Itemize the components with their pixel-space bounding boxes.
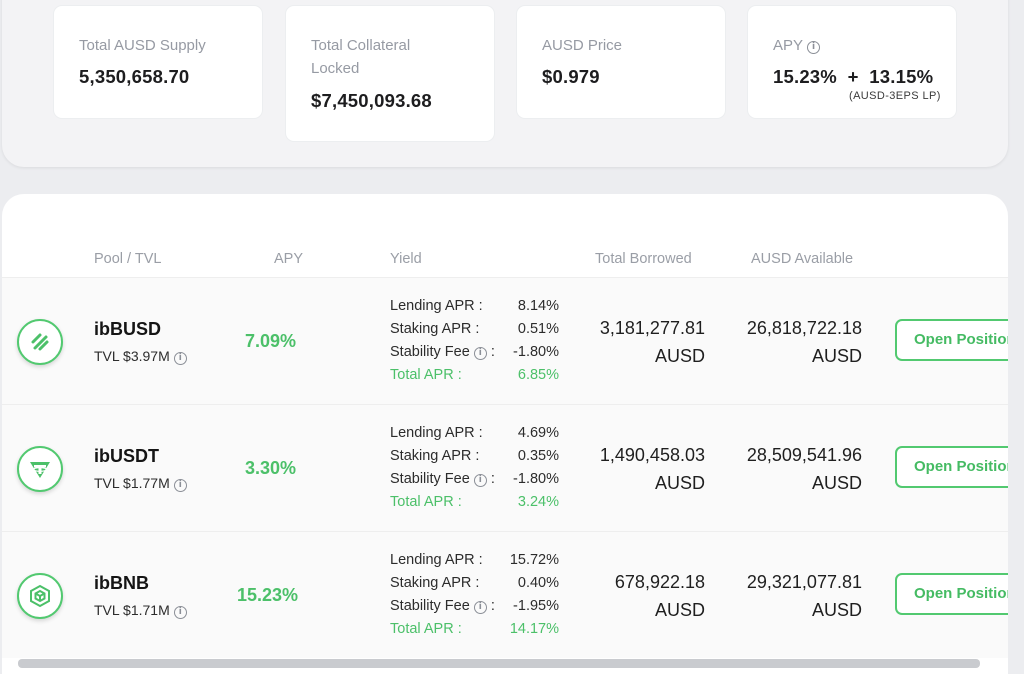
stat-card-total-collateral: Total Collateral Locked $7,450,093.68 [286,6,494,141]
stat-value: $7,450,093.68 [311,90,432,111]
lending-apr-label: Lending APR : [390,552,483,568]
stability-fee-colon: : [490,471,495,487]
stat-card-apy: APY i 15.23% + 13.15% [748,6,956,118]
pool-tvl-value: TVL $1.71M [94,602,170,618]
stability-fee-label: Stability Fee i : [390,344,495,360]
pool-name: ibBNB [94,573,149,593]
total-borrowed-value: 678,922.18 [614,572,705,592]
pool-tvl: TVL $1.77M i [94,475,187,492]
stability-fee-value: -1.80% [513,471,559,487]
open-position-button[interactable]: Open Position [895,446,1008,488]
staking-apr-value: 0.40% [517,575,559,591]
info-icon[interactable]: i [807,41,821,54]
staking-apr-value: 0.51% [517,321,559,337]
apy-subtitle: (AUSD-3EPS LP) [849,90,941,102]
table-row: ibBUSD TVL $3.97M i 7.09% Lending APR : 8… [2,277,1008,404]
table-row: ibUSDT TVL $1.77M i 3.30% Lending APR : 4… [2,404,1008,531]
ausd-available-unit: AUSD [811,346,862,366]
apy-label: APY [773,37,804,54]
total-borrowed-value: 3,181,277.81 [599,318,705,338]
staking-apr-label: Staking APR : [390,321,480,337]
pool-tvl: TVL $3.97M i [94,348,187,365]
pools-table: Pool / TVL APY Yield Total Borrowed AUSD… [2,194,1008,674]
total-apr-value: 14.17% [509,621,559,637]
header-total-borrowed: Total Borrowed [595,251,692,267]
ausd-available-value: 28,509,541.96 [746,445,862,465]
staking-apr-label: Staking APR : [390,575,480,591]
total-borrowed-value: 1,490,458.03 [599,445,705,465]
stat-value: 15.23% + 13.15% [773,66,934,87]
stability-fee-text: Stability Fee [390,344,470,360]
ausd-available-unit: AUSD [811,473,862,493]
ausd-available-value: 29,321,077.81 [746,572,862,592]
stability-fee-value: -1.80% [513,344,559,360]
pool-apy: 15.23% [237,585,299,605]
stat-value: $0.979 [542,66,600,87]
info-icon[interactable]: i [173,352,187,365]
usdt-icon [17,446,63,492]
total-apr-value: 3.24% [517,494,559,510]
pool-tvl-value: TVL $1.77M [94,475,170,491]
busd-icon [17,319,63,365]
pool-name: ibUSDT [94,446,159,466]
ausd-available-unit: AUSD [811,600,862,620]
total-apr-label: Total APR : [390,621,462,637]
total-borrowed-unit: AUSD [654,346,705,366]
total-apr-value: 6.85% [517,367,559,383]
total-apr-label: Total APR : [390,494,462,510]
lending-apr-value: 4.69% [517,425,559,441]
stat-value: 5,350,658.70 [79,66,190,87]
info-icon[interactable]: i [173,606,187,619]
header-apy: APY [274,251,304,267]
pool-apy: 3.30% [245,458,297,478]
total-apr-label: Total APR : [390,367,462,383]
stability-fee-text: Stability Fee [390,471,470,487]
pool-apy: 7.09% [245,331,297,351]
total-borrowed-unit: AUSD [654,473,705,493]
bnb-icon [17,573,63,619]
lending-apr-label: Lending APR : [390,298,483,314]
header-yield: Yield [390,251,422,267]
ausd-available-value: 26,818,722.18 [746,318,862,338]
open-position-button[interactable]: Open Position [895,319,1008,361]
pool-tvl-value: TVL $3.97M [94,348,170,364]
lending-apr-label: Lending APR : [390,425,483,441]
pool-tvl: TVL $1.71M i [94,602,187,619]
horizontal-scrollbar[interactable] [18,659,980,668]
info-icon[interactable]: i [473,601,487,614]
stability-fee-label: Stability Fee i : [390,471,495,487]
stat-card-ausd-price: AUSD Price $0.979 [517,6,725,118]
header-ausd-available: AUSD Available [751,251,854,267]
table-row: ibBNB TVL $1.71M i 15.23% Lending APR : 1… [2,531,1008,658]
staking-apr-value: 0.35% [517,448,559,464]
pool-name: ibBUSD [94,319,161,339]
lending-apr-value: 8.14% [517,298,559,314]
stat-label: AUSD Price [542,37,623,54]
stability-fee-colon: : [490,344,495,360]
info-icon[interactable]: i [173,479,187,492]
stat-label: Total Collateral Locked [311,37,411,77]
info-icon[interactable]: i [473,474,487,487]
stat-label: APY i [773,34,821,57]
stability-fee-colon: : [490,598,495,614]
info-icon[interactable]: i [473,347,487,360]
staking-apr-label: Staking APR : [390,448,480,464]
stat-label: Total AUSD Supply [79,37,206,54]
header-pool-tvl: Pool / TVL [94,251,162,267]
total-borrowed-unit: AUSD [654,600,705,620]
stability-fee-value: -1.95% [513,598,559,614]
lending-apr-value: 15.72% [509,552,559,568]
stability-fee-label: Stability Fee i : [390,598,495,614]
open-position-button[interactable]: Open Position [895,573,1008,615]
stability-fee-text: Stability Fee [390,598,470,614]
stat-card-total-supply: Total AUSD Supply 5,350,658.70 [54,6,262,118]
